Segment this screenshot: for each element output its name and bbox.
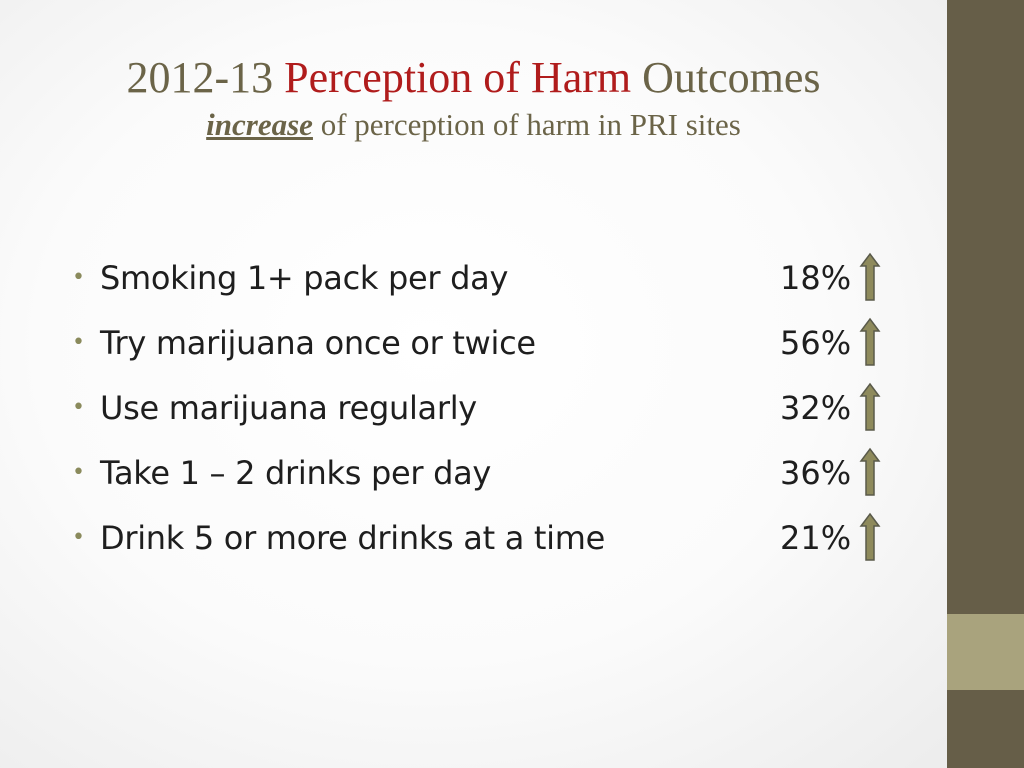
- side-bar-accent: [947, 614, 1024, 690]
- title-rest: Outcomes: [642, 53, 821, 102]
- bullet-icon: •: [72, 330, 85, 355]
- item-label: Take 1 – 2 drinks per day: [100, 454, 492, 492]
- item-label: Use marijuana regularly: [100, 389, 477, 427]
- bullet-list: • Smoking 1+ pack per day 18% • Try mari…: [72, 252, 932, 577]
- subtitle-emphasis: increase: [206, 107, 313, 142]
- item-value: 18%: [780, 259, 852, 297]
- item-label: Smoking 1+ pack per day: [100, 259, 509, 297]
- title-line-1: 2012-13 Perception of Harm Outcomes: [0, 50, 947, 106]
- list-item: • Take 1 – 2 drinks per day 36%: [72, 447, 932, 512]
- up-arrow-icon: [859, 252, 881, 301]
- bullet-icon: •: [72, 525, 85, 550]
- subtitle: increase of perception of harm in PRI si…: [0, 106, 947, 144]
- bullet-icon: •: [72, 265, 85, 290]
- up-arrow-icon: [859, 512, 881, 561]
- title-highlight: Perception of Harm: [284, 53, 632, 102]
- item-value: 32%: [780, 389, 852, 427]
- slide-title: 2012-13 Perception of Harm Outcomes incr…: [0, 50, 947, 144]
- item-label: Try marijuana once or twice: [100, 324, 536, 362]
- up-arrow-icon: [859, 382, 881, 431]
- list-item: • Try marijuana once or twice 56%: [72, 317, 932, 382]
- title-year: 2012-13: [126, 53, 274, 102]
- item-value: 36%: [780, 454, 852, 492]
- bullet-icon: •: [72, 460, 85, 485]
- list-item: • Smoking 1+ pack per day 18%: [72, 252, 932, 317]
- up-arrow-icon: [859, 317, 881, 366]
- up-arrow-icon: [859, 447, 881, 496]
- item-label: Drink 5 or more drinks at a time: [100, 519, 605, 557]
- subtitle-text: of perception of harm in PRI sites: [320, 107, 741, 142]
- list-item: • Use marijuana regularly 32%: [72, 382, 932, 447]
- list-item: • Drink 5 or more drinks at a time 21%: [72, 512, 932, 577]
- item-value: 21%: [780, 519, 852, 557]
- bullet-icon: •: [72, 395, 85, 420]
- item-value: 56%: [780, 324, 852, 362]
